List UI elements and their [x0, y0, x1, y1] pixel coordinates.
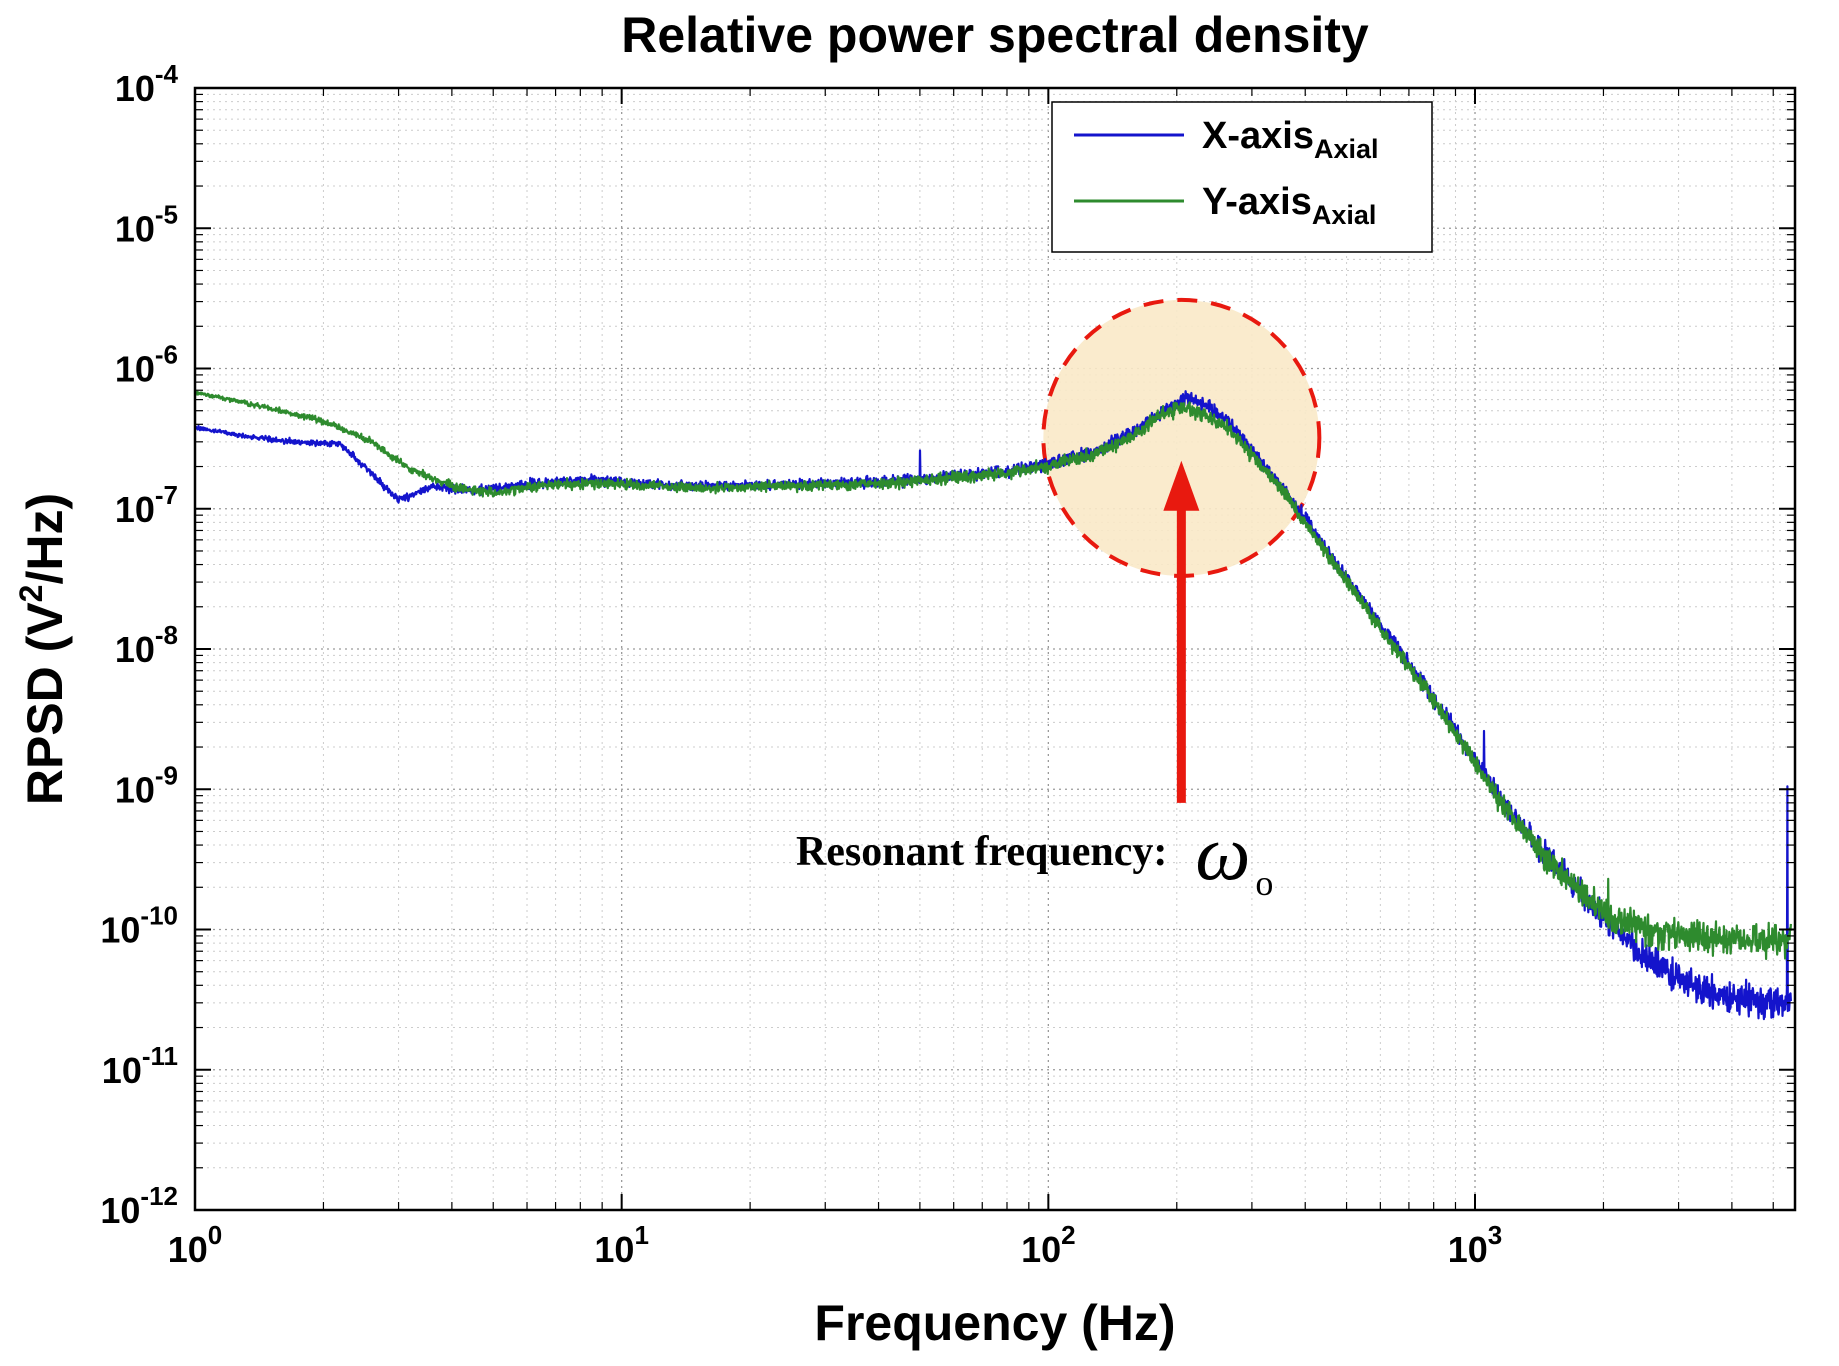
y-tick-label: 10-11 [102, 1041, 178, 1091]
y-tick-label: 10-5 [115, 199, 178, 249]
legend: X-axisAxial Y-axisAxial [1051, 101, 1433, 253]
y-tick-label: 10-6 [115, 340, 178, 390]
y-axis-label: RPSD (V2/Hz) [13, 493, 73, 805]
y-tick-label: 10-9 [115, 760, 178, 810]
x-tick-label: 101 [594, 1220, 649, 1270]
resonance-symbol: ω [1195, 809, 1250, 896]
y-tick-label: 10-12 [100, 1181, 178, 1231]
legend-entry-label: Y-axisAxial [1202, 181, 1376, 230]
legend-box [1051, 101, 1433, 253]
y-tick-label: 10-7 [115, 480, 178, 530]
resonance-annotation: Resonant frequency: ω o [796, 460, 1273, 903]
x-tick-label: 100 [168, 1220, 223, 1270]
y-tick-label: 10-8 [115, 620, 178, 670]
series-line-y-axis-axial [195, 390, 1792, 961]
y-tick-label: 10-10 [100, 901, 178, 951]
y-tick-label: 10-4 [115, 59, 179, 109]
x-tick-label: 102 [1021, 1220, 1076, 1270]
resonance-label: Resonant frequency: [796, 829, 1167, 875]
axes: 100 101 102 103 10-4 10-5 10-6 10-7 10-8 10-9 10-1… [100, 59, 1797, 1270]
series [195, 390, 1792, 1021]
x-axis-label: Frequency (Hz) [814, 1295, 1175, 1351]
chart-title: Relative power spectral density [621, 7, 1369, 63]
resonance-arrow-head [1163, 460, 1200, 511]
grid [194, 87, 1795, 1211]
x-tick-label: 103 [1448, 1220, 1503, 1270]
resonance-symbol-sub: o [1255, 863, 1273, 903]
legend-entry-label: X-axisAxial [1202, 115, 1379, 164]
